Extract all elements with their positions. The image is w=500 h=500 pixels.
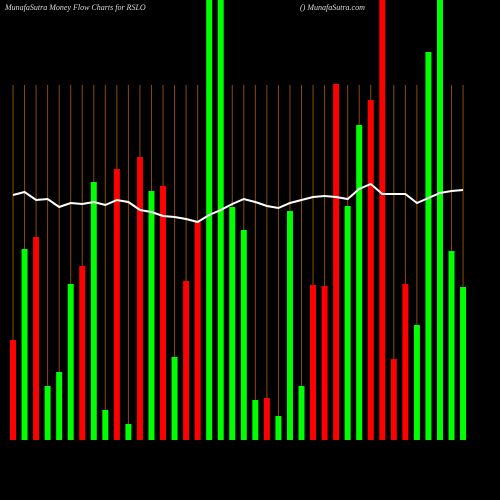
bar — [44, 386, 51, 440]
bar — [67, 284, 74, 440]
bar — [310, 285, 317, 440]
bar — [344, 206, 351, 440]
watermark: () MunafaSutra.com — [300, 3, 365, 12]
bar — [333, 84, 340, 440]
bar — [367, 100, 374, 440]
bar — [160, 186, 167, 440]
bar — [56, 372, 63, 440]
bar — [460, 287, 467, 440]
bar — [240, 230, 247, 440]
bar — [413, 325, 420, 440]
bar — [102, 410, 109, 440]
bar — [33, 237, 40, 440]
bar — [390, 359, 397, 440]
bar — [171, 357, 178, 440]
bar — [136, 157, 143, 440]
bar — [448, 251, 455, 440]
bar — [125, 424, 132, 440]
bar — [79, 266, 86, 440]
money-flow-line — [12, 182, 464, 224]
bar — [436, 0, 443, 440]
bar — [252, 400, 259, 440]
bar — [21, 249, 28, 440]
bar — [229, 207, 236, 440]
bar — [113, 169, 120, 440]
bar — [379, 0, 386, 440]
bar — [298, 386, 305, 440]
bar — [275, 416, 282, 440]
bar — [286, 211, 293, 440]
bar — [194, 222, 201, 440]
bar — [321, 286, 328, 440]
bar — [183, 281, 190, 440]
bar — [402, 284, 409, 440]
bar — [217, 0, 224, 440]
bar — [148, 191, 155, 440]
bar — [10, 340, 16, 440]
bar — [206, 0, 213, 440]
bar — [90, 182, 97, 440]
chart-title: MunafaSutra Money Flow Charts for RSLO — [4, 3, 146, 12]
bar — [356, 125, 363, 440]
bar — [263, 398, 270, 440]
bar — [425, 52, 432, 440]
